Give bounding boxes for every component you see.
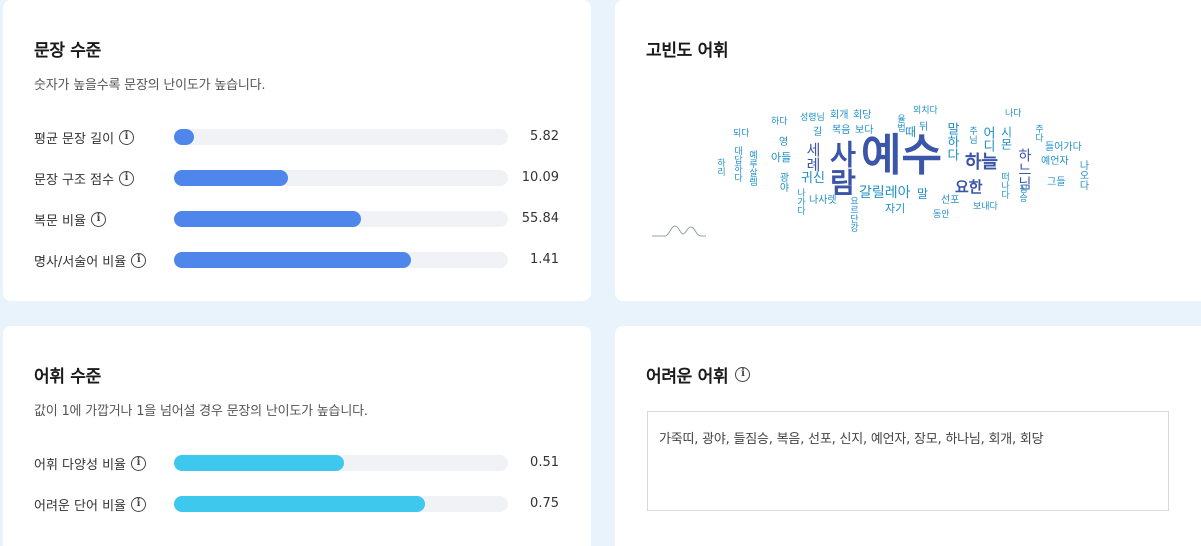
cloud-word: 시몬 (999, 126, 1013, 150)
sentence-level-title: 문장 수준 (34, 41, 101, 61)
cloud-word: 영 (779, 137, 789, 148)
progress-fill (174, 252, 412, 268)
metric-label: 평균 문장 길이 (34, 132, 115, 147)
cloud-word: 예수 (861, 130, 942, 181)
cloud-word: 성령님 (800, 113, 825, 123)
cloud-word: 세례 (804, 142, 822, 172)
metric-row-sentence-structure-score: 문장 구조 점수 i 10.09 (34, 167, 564, 188)
metric-row-difficult-word-ratio: 어려운 단어 비율 i 0.75 (34, 493, 564, 514)
cloud-word: 하리 (715, 158, 725, 176)
cloud-word: 때 (905, 125, 917, 139)
cloud-word: 복음 (832, 125, 851, 136)
cloud-word: 율법 (895, 114, 905, 132)
sparkline-icon (652, 225, 706, 237)
difficult-words-title: 어려운 어휘 (646, 367, 729, 387)
metric-row-complex-sentence-ratio: 복문 비율 i 55.84 (34, 208, 564, 229)
cloud-word: 떠나다 (999, 172, 1009, 199)
cloud-word: 나오다 (1077, 160, 1088, 190)
info-icon[interactable]: i (735, 367, 751, 382)
progress-fill (174, 496, 425, 512)
cloud-word: 대답하다 (732, 146, 742, 182)
cloud-word: 길 (813, 127, 823, 138)
cloud-word: 광야 (777, 172, 788, 192)
vocab-level-title: 어휘 수준 (34, 367, 101, 387)
cloud-word: 아들 (771, 151, 792, 164)
cloud-word: 나다 (1005, 109, 1022, 119)
progress-fill (174, 455, 345, 471)
metric-label: 복문 비율 (34, 214, 86, 229)
cloud-word: 자기 (885, 202, 906, 215)
cloud-word: 보다 (855, 125, 874, 136)
cloud-word: 그들 (1047, 177, 1066, 188)
cloud-word: 사람 (825, 140, 858, 196)
vocab-level-card: 어휘 수준 값이 1에 가깝거나 1을 넘어설 경우 문장의 난이도가 높습니다… (3, 326, 591, 546)
metric-value: 1.41 (530, 252, 559, 267)
cloud-word: 예언자 (1041, 156, 1069, 167)
cloud-word: 하다 (771, 117, 788, 127)
cloud-word: 하늘 (965, 152, 999, 173)
progress-track (174, 170, 508, 186)
metric-row-avg-sentence-length: 평균 문장 길이 i 5.82 (34, 126, 564, 147)
metric-value: 0.51 (530, 455, 559, 470)
vocab-level-description: 값이 1에 가깝거나 1을 넘어설 경우 문장의 난이도가 높습니다. (34, 404, 368, 419)
cloud-word: 회당 (853, 110, 872, 121)
metric-value: 0.75 (530, 496, 559, 511)
metric-label: 어려운 단어 비율 (34, 499, 126, 514)
info-icon[interactable]: i (131, 497, 146, 512)
difficult-words-box: 가죽띠, 광야, 들짐승, 복음, 선포, 신지, 예언자, 장모, 하나님, … (647, 411, 1169, 511)
frequent-words-card: 고빈도 어휘 예수 사람 하늘 요한 갈릴레아 세례 귀신 아들 나사렛 자기 … (615, 0, 1201, 301)
metric-label: 어휘 다양성 비율 (34, 458, 126, 473)
progress-fill (174, 211, 362, 227)
info-icon[interactable]: i (131, 456, 146, 471)
cloud-word: 어디 (980, 126, 995, 152)
metric-label: 문장 구조 점수 (34, 173, 115, 188)
cloud-word: 되다 (733, 129, 750, 139)
cloud-word: 들어가다 (1045, 142, 1082, 153)
difficult-words-header: 어려운 어휘 i (646, 362, 751, 387)
cloud-word: 귀신 (801, 171, 825, 186)
cloud-word: 나가다 (795, 188, 805, 215)
word-cloud: 예수 사람 하늘 요한 갈릴레아 세례 귀신 아들 나사렛 자기 말 하느님 말… (615, 0, 1201, 301)
metric-value: 5.82 (530, 129, 559, 144)
metric-label: 명사/서술어 비율 (34, 255, 127, 270)
metric-row-noun-predicate-ratio: 명사/서술어 비율 i 1.41 (34, 249, 564, 270)
cloud-word: 나사렛 (809, 195, 837, 206)
cloud-word: 갈릴레아 (859, 185, 911, 201)
cloud-word: 예루살렘 (747, 150, 757, 186)
cloud-word: 보내다 (973, 202, 998, 212)
cloud-word: 요르단강 (848, 196, 858, 232)
info-icon[interactable]: i (131, 253, 147, 268)
cloud-word: 말하다 (944, 122, 959, 161)
metric-row-lexical-diversity: 어휘 다양성 비율 i 0.51 (34, 452, 564, 473)
progress-track (174, 252, 508, 268)
metric-value: 55.84 (521, 211, 559, 226)
info-icon[interactable]: i (90, 212, 106, 227)
difficult-words-card: 어려운 어휘 i 가죽띠, 광야, 들짐승, 복음, 선포, 신지, 예언자, 장… (615, 326, 1201, 546)
metric-value: 10.09 (521, 170, 559, 185)
progress-fill (174, 129, 195, 145)
sentence-level-description: 숫자가 높을수록 문장의 난이도가 높습니다. (34, 78, 266, 93)
cloud-word: 하느님 (1016, 148, 1032, 190)
info-icon[interactable]: i (119, 171, 135, 186)
cloud-word: 요한 (955, 178, 983, 196)
progress-track (174, 455, 508, 471)
sentence-level-card: 문장 수준 숫자가 높을수록 문장의 난이도가 높습니다. 평균 문장 길이 i … (3, 0, 591, 301)
cloud-word: 짐승 (1017, 184, 1027, 202)
cloud-word: 주님 (967, 126, 977, 144)
cloud-word: 말 (917, 187, 929, 201)
progress-track (174, 129, 508, 145)
cloud-word: 뒤 (919, 122, 929, 133)
progress-track (174, 496, 508, 512)
cloud-word: 외치다 (913, 106, 938, 116)
cloud-word: 주다 (1033, 124, 1043, 142)
cloud-word: 동안 (933, 210, 950, 220)
progress-fill (174, 170, 288, 186)
progress-track (174, 211, 508, 227)
cloud-word: 선포 (941, 195, 960, 206)
cloud-word: 회개 (830, 110, 849, 121)
frequent-words-title: 고빈도 어휘 (646, 41, 729, 61)
info-icon[interactable]: i (119, 130, 135, 145)
